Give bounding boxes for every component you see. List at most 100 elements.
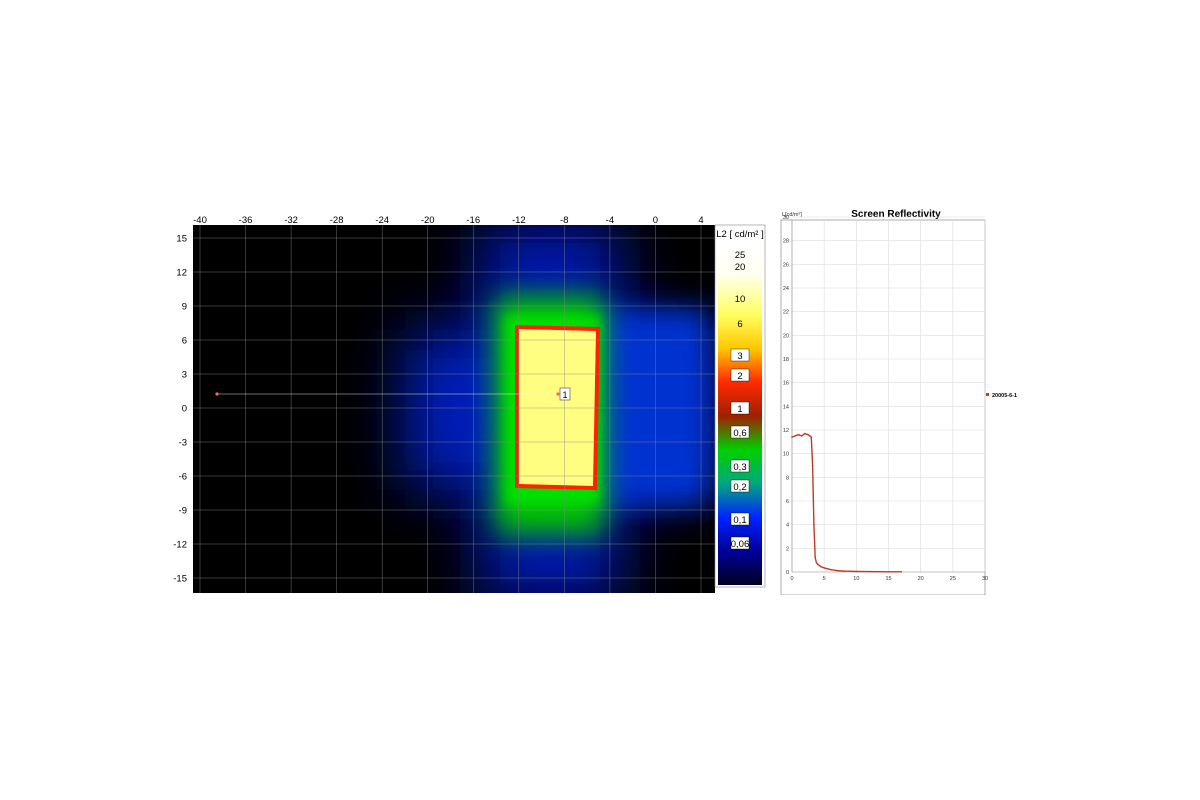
data-point xyxy=(794,435,797,437)
heatmap-x-tick: -20 xyxy=(421,215,435,226)
chart-y-tick: 0 xyxy=(786,570,789,576)
colorbar-label: 25 xyxy=(735,250,746,261)
colorbar-label: 0,1 xyxy=(733,515,746,526)
colorbar-label: 2 xyxy=(737,371,742,382)
chart-y-tick: 26 xyxy=(783,262,789,268)
heatmap-grid xyxy=(193,225,715,593)
heatmap-y-tick: -9 xyxy=(179,506,187,517)
chart-y-tick: 18 xyxy=(783,357,789,363)
data-point xyxy=(814,557,816,559)
chart-y-tick: 4 xyxy=(786,523,789,529)
colorbar-label-box xyxy=(730,401,750,415)
heatmap-y-axis: 15 12 9 6 3 0 -3 -6 -9 -12 -15 xyxy=(173,234,187,585)
data-point xyxy=(813,523,815,526)
data-point xyxy=(811,464,814,467)
chart-series xyxy=(791,432,903,573)
chart-x-tick: 10 xyxy=(853,576,859,582)
chart-x-tick: 15 xyxy=(885,576,891,582)
data-point xyxy=(900,570,903,573)
heatmap-x-tick: -36 xyxy=(239,215,253,226)
data-point xyxy=(797,433,800,436)
chart-y-tick: 30 xyxy=(783,215,789,221)
heatmap-y-tick: -6 xyxy=(179,472,187,483)
colorbar-label-box xyxy=(730,512,750,526)
colorbar-label: 0,6 xyxy=(733,428,746,439)
heatmap-x-axis: -40 -36 -32 -28 -24 -20 -16 -12 -8 -4 0 4 xyxy=(193,215,704,226)
chart-y-tick: 6 xyxy=(786,499,789,505)
heatmap-y-tick: 6 xyxy=(182,336,187,347)
colorbar-label-box xyxy=(730,536,750,550)
colorbar-label-box xyxy=(730,479,750,493)
colorbar-label-box xyxy=(730,459,750,473)
data-point xyxy=(887,570,890,573)
chart-x-tick: 5 xyxy=(823,576,826,582)
heatmap-y-tick: -3 xyxy=(179,438,187,449)
heatmap-x-tick: -28 xyxy=(330,215,344,226)
data-point xyxy=(868,570,870,573)
profile-marker: 1 xyxy=(215,387,571,401)
heatmap-x-tick: -40 xyxy=(193,215,207,226)
heatmap-x-tick: 0 xyxy=(653,215,658,226)
heatmap-y-tick: 0 xyxy=(182,404,187,415)
data-point xyxy=(829,568,832,571)
heatmap-y-tick: 12 xyxy=(176,268,187,279)
heatmap-y-tick: 3 xyxy=(182,370,187,381)
chart-y-tick: 10 xyxy=(783,452,789,458)
data-point xyxy=(791,436,793,438)
data-point xyxy=(800,435,803,437)
chart-y-tick: 12 xyxy=(783,428,789,434)
colorbar-label: 3 xyxy=(737,351,742,362)
heatmap-image xyxy=(193,225,715,593)
data-point xyxy=(823,567,825,569)
colorbar-label-box xyxy=(730,425,750,439)
colorbar-label: 20 xyxy=(735,262,746,273)
chart-y-tick: 14 xyxy=(783,404,789,410)
chart-y-tick: 28 xyxy=(783,239,789,245)
heatmap-x-tick: -4 xyxy=(606,215,614,226)
colorbar-title: L2 [ cd/m² ] xyxy=(716,229,764,240)
data-point xyxy=(855,570,858,573)
data-point xyxy=(815,561,818,564)
heatmap-y-tick: 9 xyxy=(182,302,187,313)
colorbar-label: 1 xyxy=(737,404,742,415)
heatmap-y-tick: -12 xyxy=(173,540,187,551)
chart-grid xyxy=(791,216,986,573)
heatmap-x-tick: -16 xyxy=(466,215,480,226)
data-point xyxy=(820,565,822,568)
chart-y-tick: 16 xyxy=(783,381,789,387)
heatmap-x-tick: -8 xyxy=(560,215,568,226)
colorbar-label: 10 xyxy=(735,294,746,305)
chart-y-tick: 8 xyxy=(786,475,789,481)
chart-y-tick: 24 xyxy=(783,286,789,292)
data-point xyxy=(804,432,806,435)
colorbar-label: 6 xyxy=(737,319,742,330)
chart-x-tick: 25 xyxy=(950,576,956,582)
colorbar-label-box xyxy=(730,368,750,382)
heatmap-x-tick: -32 xyxy=(284,215,298,226)
marker-label: 1 xyxy=(562,390,567,400)
colorbar-label: 0,3 xyxy=(733,462,746,473)
heatmap-y-tick: -15 xyxy=(173,574,187,585)
chart-x-axis: 0 5 10 15 20 25 30 xyxy=(790,576,988,582)
chart-y-tick: 20 xyxy=(783,333,789,339)
colorbar-label-box xyxy=(730,348,750,362)
chart-y-tick: 22 xyxy=(783,310,789,316)
heatmap-x-tick: -12 xyxy=(512,215,526,226)
luminance-heatmap-panel: -40 -36 -32 -28 -24 -20 -16 -12 -8 -4 0 4 15129630-… xyxy=(173,215,766,593)
legend-swatch xyxy=(986,393,989,396)
data-point xyxy=(816,563,819,566)
chart-x-tick: 20 xyxy=(918,576,924,582)
colorbar-label: 0,2 xyxy=(733,482,746,493)
chart-x-tick: 0 xyxy=(790,576,793,582)
chart-title: Screen Reflectivity xyxy=(851,209,941,220)
data-point xyxy=(807,433,809,436)
legend-entry: 20005-6-1 xyxy=(992,393,1017,399)
heatmap-x-tick: 4 xyxy=(698,215,703,226)
data-point xyxy=(836,569,838,572)
chart-y-tick: 2 xyxy=(786,546,789,552)
colorbar-label: 0,06 xyxy=(731,539,750,550)
chart-x-tick: 30 xyxy=(982,576,988,582)
data-point xyxy=(842,570,845,572)
reflectivity-chart: Screen Reflectivity L[cd/m²] 0 5 10 15 20 25 3… xyxy=(780,209,1017,595)
